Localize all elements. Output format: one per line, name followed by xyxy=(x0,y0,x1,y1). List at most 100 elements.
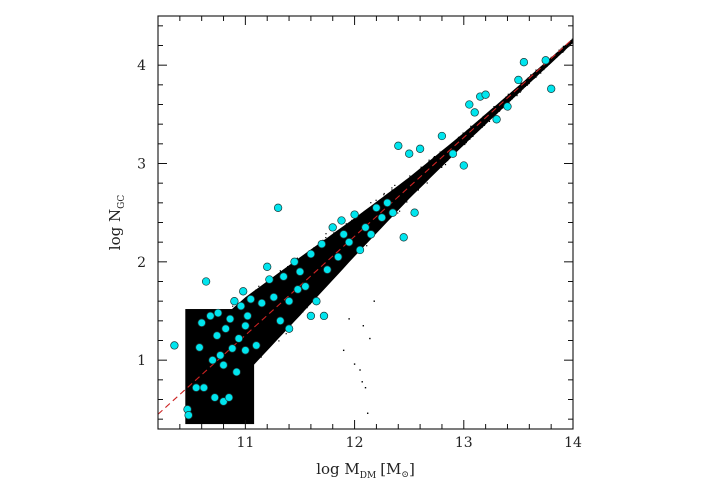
model-point xyxy=(237,328,239,330)
model-point xyxy=(325,233,327,235)
model-point xyxy=(409,175,411,177)
model-point xyxy=(408,181,410,184)
model-point xyxy=(507,101,509,103)
model-point xyxy=(535,76,537,78)
model-point xyxy=(229,383,231,385)
observed-point xyxy=(459,161,468,170)
model-point xyxy=(228,342,231,344)
model-point xyxy=(462,139,464,142)
model-point xyxy=(376,219,379,221)
model-point xyxy=(422,170,424,172)
model-point xyxy=(528,79,530,81)
model-point xyxy=(314,296,316,298)
model-point xyxy=(252,334,254,336)
model-point xyxy=(268,306,270,308)
model-point xyxy=(345,254,347,256)
model-point xyxy=(336,249,338,252)
model-point xyxy=(404,188,406,191)
model-point xyxy=(446,153,448,155)
observed-point xyxy=(241,346,250,355)
observed-point xyxy=(195,343,204,352)
model-point xyxy=(246,371,248,373)
model-point xyxy=(233,326,235,328)
model-point xyxy=(410,187,412,189)
model-point xyxy=(296,303,298,305)
model-point xyxy=(314,280,316,282)
model-point xyxy=(320,267,322,269)
model-point xyxy=(296,302,298,304)
model-point xyxy=(466,131,468,133)
model-point xyxy=(290,290,292,292)
model-point xyxy=(483,124,485,126)
model-point xyxy=(224,319,226,321)
model-point xyxy=(418,170,420,172)
model-point xyxy=(319,282,321,284)
model-point xyxy=(285,333,287,335)
observed-point xyxy=(284,324,294,333)
model-point xyxy=(416,174,418,176)
model-point xyxy=(346,261,348,263)
model-point xyxy=(337,264,340,266)
model-point xyxy=(525,82,527,84)
observed-point xyxy=(243,311,252,321)
model-point xyxy=(445,153,447,155)
model-point xyxy=(370,202,372,204)
model-point xyxy=(295,268,297,270)
model-point xyxy=(531,77,533,79)
model-point xyxy=(544,64,546,66)
model-point xyxy=(338,240,340,242)
model-point xyxy=(433,169,435,171)
model-point xyxy=(464,143,466,146)
model-point xyxy=(466,137,468,139)
model-point xyxy=(337,251,339,253)
model-point xyxy=(416,187,419,189)
model-point xyxy=(406,187,408,189)
model-point xyxy=(289,291,291,293)
model-point xyxy=(513,94,515,96)
observed-point xyxy=(219,360,228,370)
model-point xyxy=(419,183,421,186)
model-point xyxy=(521,85,523,87)
model-point xyxy=(456,146,458,149)
model-point xyxy=(415,184,417,186)
model-point xyxy=(403,196,405,199)
model-point xyxy=(410,189,412,191)
model-point xyxy=(511,95,514,97)
model-point xyxy=(353,238,355,240)
model-point xyxy=(429,165,431,167)
model-point xyxy=(489,117,491,119)
model-point xyxy=(225,348,227,350)
model-point xyxy=(240,316,242,318)
fit-line xyxy=(157,38,574,415)
model-point xyxy=(296,281,298,283)
model-point xyxy=(400,192,402,195)
model-point xyxy=(270,317,272,319)
model-point xyxy=(329,249,331,252)
model-point xyxy=(259,339,261,341)
model-point xyxy=(348,236,350,238)
model-point xyxy=(514,92,516,94)
model-point xyxy=(279,287,281,289)
observed-point xyxy=(337,216,346,225)
model-point xyxy=(431,171,433,173)
model-outlier-point xyxy=(361,381,363,383)
model-point xyxy=(528,80,530,82)
model-point xyxy=(446,150,448,152)
model-point xyxy=(425,175,427,177)
observed-point xyxy=(239,287,248,296)
model-point xyxy=(418,175,420,177)
model-point xyxy=(497,108,499,110)
model-point xyxy=(426,182,428,184)
observed-point xyxy=(410,208,419,217)
model-point xyxy=(332,260,334,263)
model-point xyxy=(297,283,299,285)
model-point xyxy=(269,290,271,292)
model-point xyxy=(240,351,242,353)
model-point xyxy=(213,371,215,373)
model-point xyxy=(362,234,364,236)
model-point xyxy=(252,333,254,335)
model-point xyxy=(492,114,494,116)
model-point xyxy=(549,59,552,61)
model-point xyxy=(307,292,309,294)
model-point xyxy=(490,115,492,117)
